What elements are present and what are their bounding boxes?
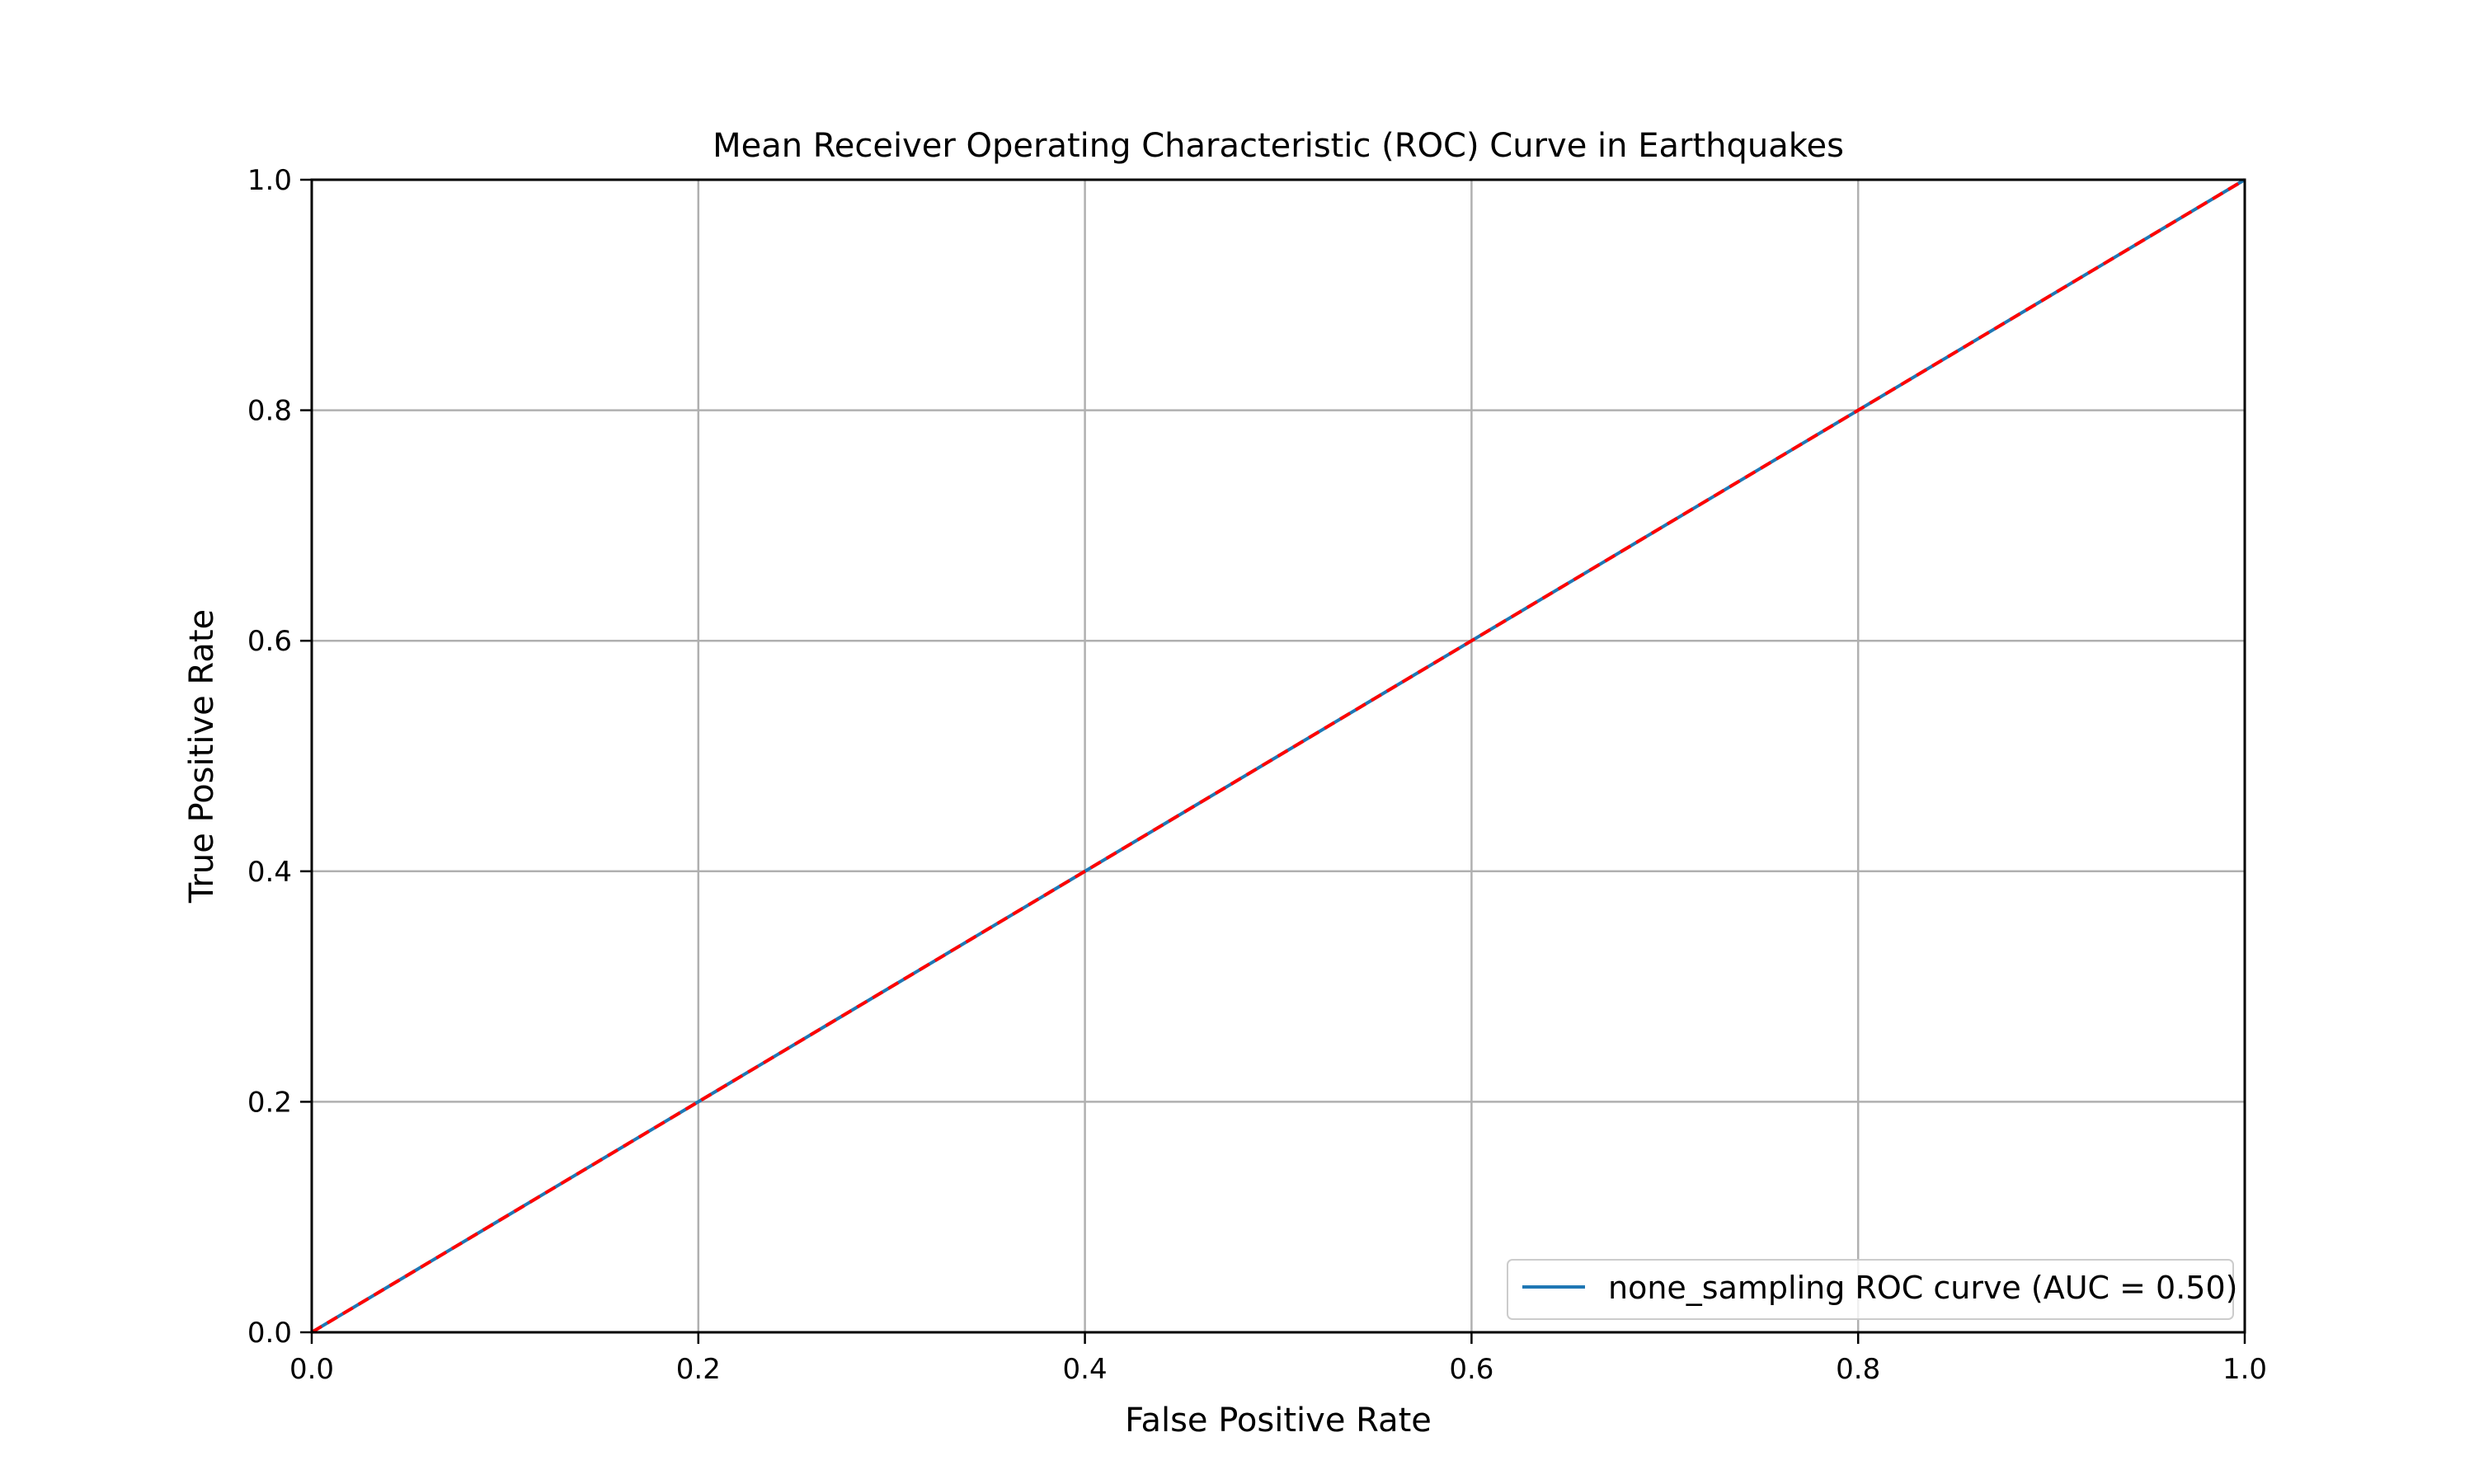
- legend-label-none-sampling: none_sampling ROC curve (AUC = 0.50): [1608, 1270, 2238, 1306]
- x-tick-label: 0.6: [1449, 1353, 1493, 1386]
- x-tick-label: 0.8: [1836, 1353, 1880, 1386]
- y-tick-label: 0.2: [247, 1086, 292, 1119]
- x-axis-label: False Positive Rate: [1125, 1402, 1432, 1439]
- x-tick-label: 1.0: [2222, 1353, 2267, 1386]
- y-axis-ticks: 0.0 0.2 0.4 0.6 0.8 1.0: [247, 164, 312, 1350]
- y-tick-label: 1.0: [247, 164, 292, 197]
- chart-title: Mean Receiver Operating Characteristic (…: [713, 127, 1844, 165]
- series-lines: [310, 178, 2246, 1334]
- y-tick-label: 0.8: [247, 395, 292, 428]
- plot-frame: [310, 178, 2246, 1334]
- x-tick-label: 0.4: [1063, 1353, 1108, 1386]
- legend-box: [1507, 1259, 2234, 1320]
- x-axis-ticks: 0.0 0.2 0.4 0.6 0.8 1.0: [289, 1332, 2267, 1386]
- y-tick-label: 0.6: [247, 625, 292, 658]
- legend: none_sampling ROC curve (AUC = 0.50): [1507, 1259, 2238, 1320]
- x-tick-label: 0.0: [289, 1353, 334, 1386]
- y-axis-label: True Positive Rate: [183, 609, 221, 904]
- y-tick-label: 0.0: [247, 1317, 292, 1350]
- chance-diagonal-line: [310, 178, 2246, 1334]
- y-tick-label: 0.4: [247, 856, 292, 889]
- x-tick-label: 0.2: [676, 1353, 721, 1386]
